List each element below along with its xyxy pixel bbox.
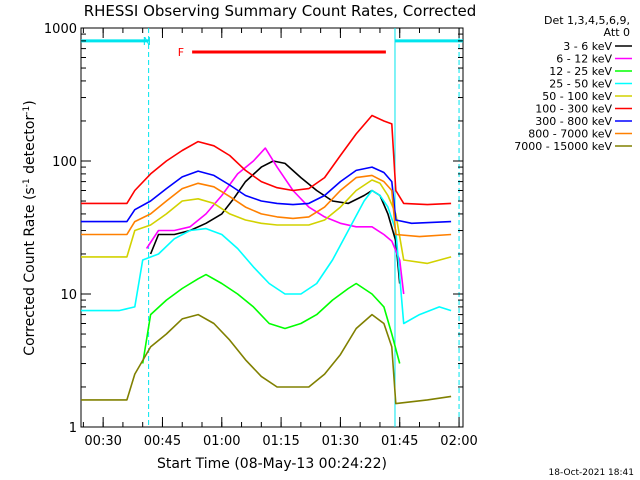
y-label-main: Corrected Count Rate (s <box>22 187 38 355</box>
legend-header: Det 1,3,4,5,6,9, <box>544 14 630 27</box>
legend-entry-label: 300 - 800 keV <box>535 115 612 128</box>
y-tick-label: 1 <box>69 421 77 436</box>
series-line-0 <box>149 160 401 284</box>
x-axis-label: Start Time (08-May-13 00:24:22) <box>157 456 387 472</box>
legend-entry-label: 25 - 50 keV <box>549 78 612 91</box>
series-lines <box>81 114 452 405</box>
legend-entry-label: 50 - 100 keV <box>542 90 612 103</box>
flag-bar-label: F <box>178 46 184 59</box>
generation-timestamp: 18-Oct-2021 18:41 <box>549 468 634 478</box>
x-tick-label: 00:45 <box>144 434 181 449</box>
x-tick-label: 00:30 <box>84 434 121 449</box>
legend-entry-label: 800 - 7000 keV <box>528 128 612 141</box>
legend-entry-label: 3 - 6 keV <box>563 40 612 53</box>
y-label-end: ) <box>22 100 38 105</box>
legend-entry-label: 100 - 300 keV <box>535 103 612 116</box>
legend-entry-label: 6 - 12 keV <box>556 53 612 66</box>
series-line-8 <box>81 313 452 405</box>
series-line-1 <box>145 147 405 295</box>
x-axis: 00:30 00:45 01:00 01:15 01:30 01:45 02:00 <box>82 28 478 449</box>
series-line-4 <box>81 179 452 265</box>
y-axis-label: Corrected Count Rate (s-1 detector-1) <box>22 100 38 355</box>
y-axis: 1 10 100 1000 <box>44 22 463 436</box>
legend-header: Att 0 <box>604 26 630 39</box>
x-tick-label: 02:00 <box>440 434 477 449</box>
series-line-7 <box>81 174 452 238</box>
series-line-5 <box>81 114 452 206</box>
series-line-6 <box>81 166 452 225</box>
flag-bars: NF <box>81 35 463 59</box>
chart-title: RHESSI Observing Summary Count Rates, Co… <box>84 2 477 20</box>
legend-entry-label: 12 - 25 keV <box>549 65 612 78</box>
plot-frame <box>80 27 464 428</box>
x-tick-label: 01:30 <box>322 434 359 449</box>
y-label-sup1: -1 <box>22 178 32 187</box>
legend-entry-label: 7000 - 15000 keV <box>514 140 612 153</box>
series-line-2 <box>141 273 401 364</box>
y-tick-label: 1000 <box>44 22 77 37</box>
plot-area <box>80 27 464 428</box>
y-tick-label: 100 <box>52 155 77 170</box>
y-label-mid: detector <box>22 115 38 179</box>
x-tick-label: 01:45 <box>381 434 418 449</box>
y-label-sup2: -1 <box>22 106 32 115</box>
flag-bar-label: N <box>143 35 151 48</box>
x-tick-label: 01:15 <box>262 434 299 449</box>
y-tick-label: 10 <box>60 288 77 303</box>
x-tick-label: 01:00 <box>203 434 240 449</box>
